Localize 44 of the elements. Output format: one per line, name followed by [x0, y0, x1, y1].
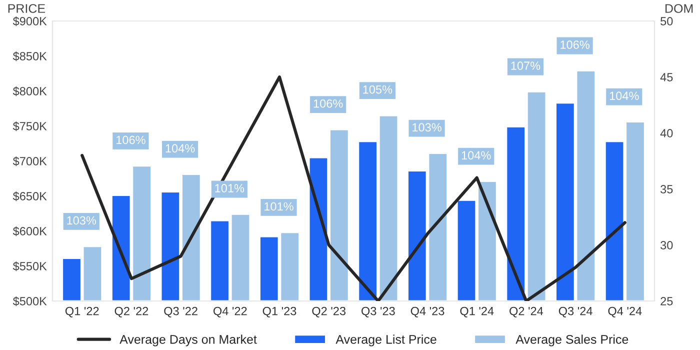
- x-tick-label: Q4 '22: [213, 306, 247, 318]
- y-tick-label: $550K: [12, 262, 47, 272]
- annotation: 103%: [412, 123, 442, 132]
- y2-tick-label: 50: [660, 17, 673, 26]
- x-tick-label: Q2 '22: [114, 306, 148, 318]
- annotation: 101%: [264, 202, 294, 211]
- x-tick-label: Q1 '23: [262, 306, 296, 318]
- legend-label: Average List Price: [336, 334, 436, 346]
- annotation: 103%: [67, 216, 96, 225]
- x-tick-label: Q1 '22: [65, 306, 99, 318]
- legend-label: Average Days on Market: [120, 334, 257, 346]
- x-tick-label: Q4 '23: [410, 306, 444, 318]
- y2-tick-label: 30: [660, 241, 673, 250]
- y-tick-label: $700K: [12, 156, 47, 166]
- legend-label: Average Sales Price: [516, 334, 628, 346]
- y-tick-label: $650K: [12, 192, 47, 202]
- x-tick-label: Q1 '24: [460, 306, 494, 318]
- annotation: 106%: [314, 99, 343, 108]
- y-tick-label: $600K: [12, 226, 47, 236]
- annotation: 106%: [560, 40, 590, 49]
- x-tick-label: Q3 '23: [362, 306, 395, 318]
- y2-tick-label: 40: [660, 129, 673, 138]
- annotation: 105%: [363, 85, 392, 94]
- y2-tick-label: 35: [660, 185, 673, 194]
- y2-tick-label: 25: [660, 297, 673, 306]
- x-tick-label: Q2 '23: [312, 306, 346, 318]
- annotation: 104%: [166, 144, 195, 153]
- annotation: 104%: [610, 92, 639, 100]
- y-tick-label: $800K: [12, 86, 47, 96]
- x-tick-label: Q4 '24: [608, 306, 642, 318]
- y-tick-label: $900K: [12, 16, 47, 26]
- x-tick-label: Q3 '24: [558, 306, 592, 318]
- y-axis-title: PRICE: [8, 4, 46, 13]
- y-tick-label: $850K: [12, 52, 47, 62]
- annotation: 107%: [511, 62, 540, 70]
- y-tick-label: $500K: [12, 296, 47, 306]
- annotation: 104%: [462, 151, 491, 160]
- annotation: 106%: [116, 136, 146, 144]
- annotation: 101%: [215, 184, 244, 192]
- x-tick-label: Q2 '24: [510, 306, 544, 318]
- y2-axis-title: DOM: [665, 4, 693, 13]
- y2-tick-label: 45: [660, 73, 673, 82]
- y-tick-label: $750K: [12, 122, 47, 132]
- x-tick-label: Q3 '22: [164, 306, 198, 318]
